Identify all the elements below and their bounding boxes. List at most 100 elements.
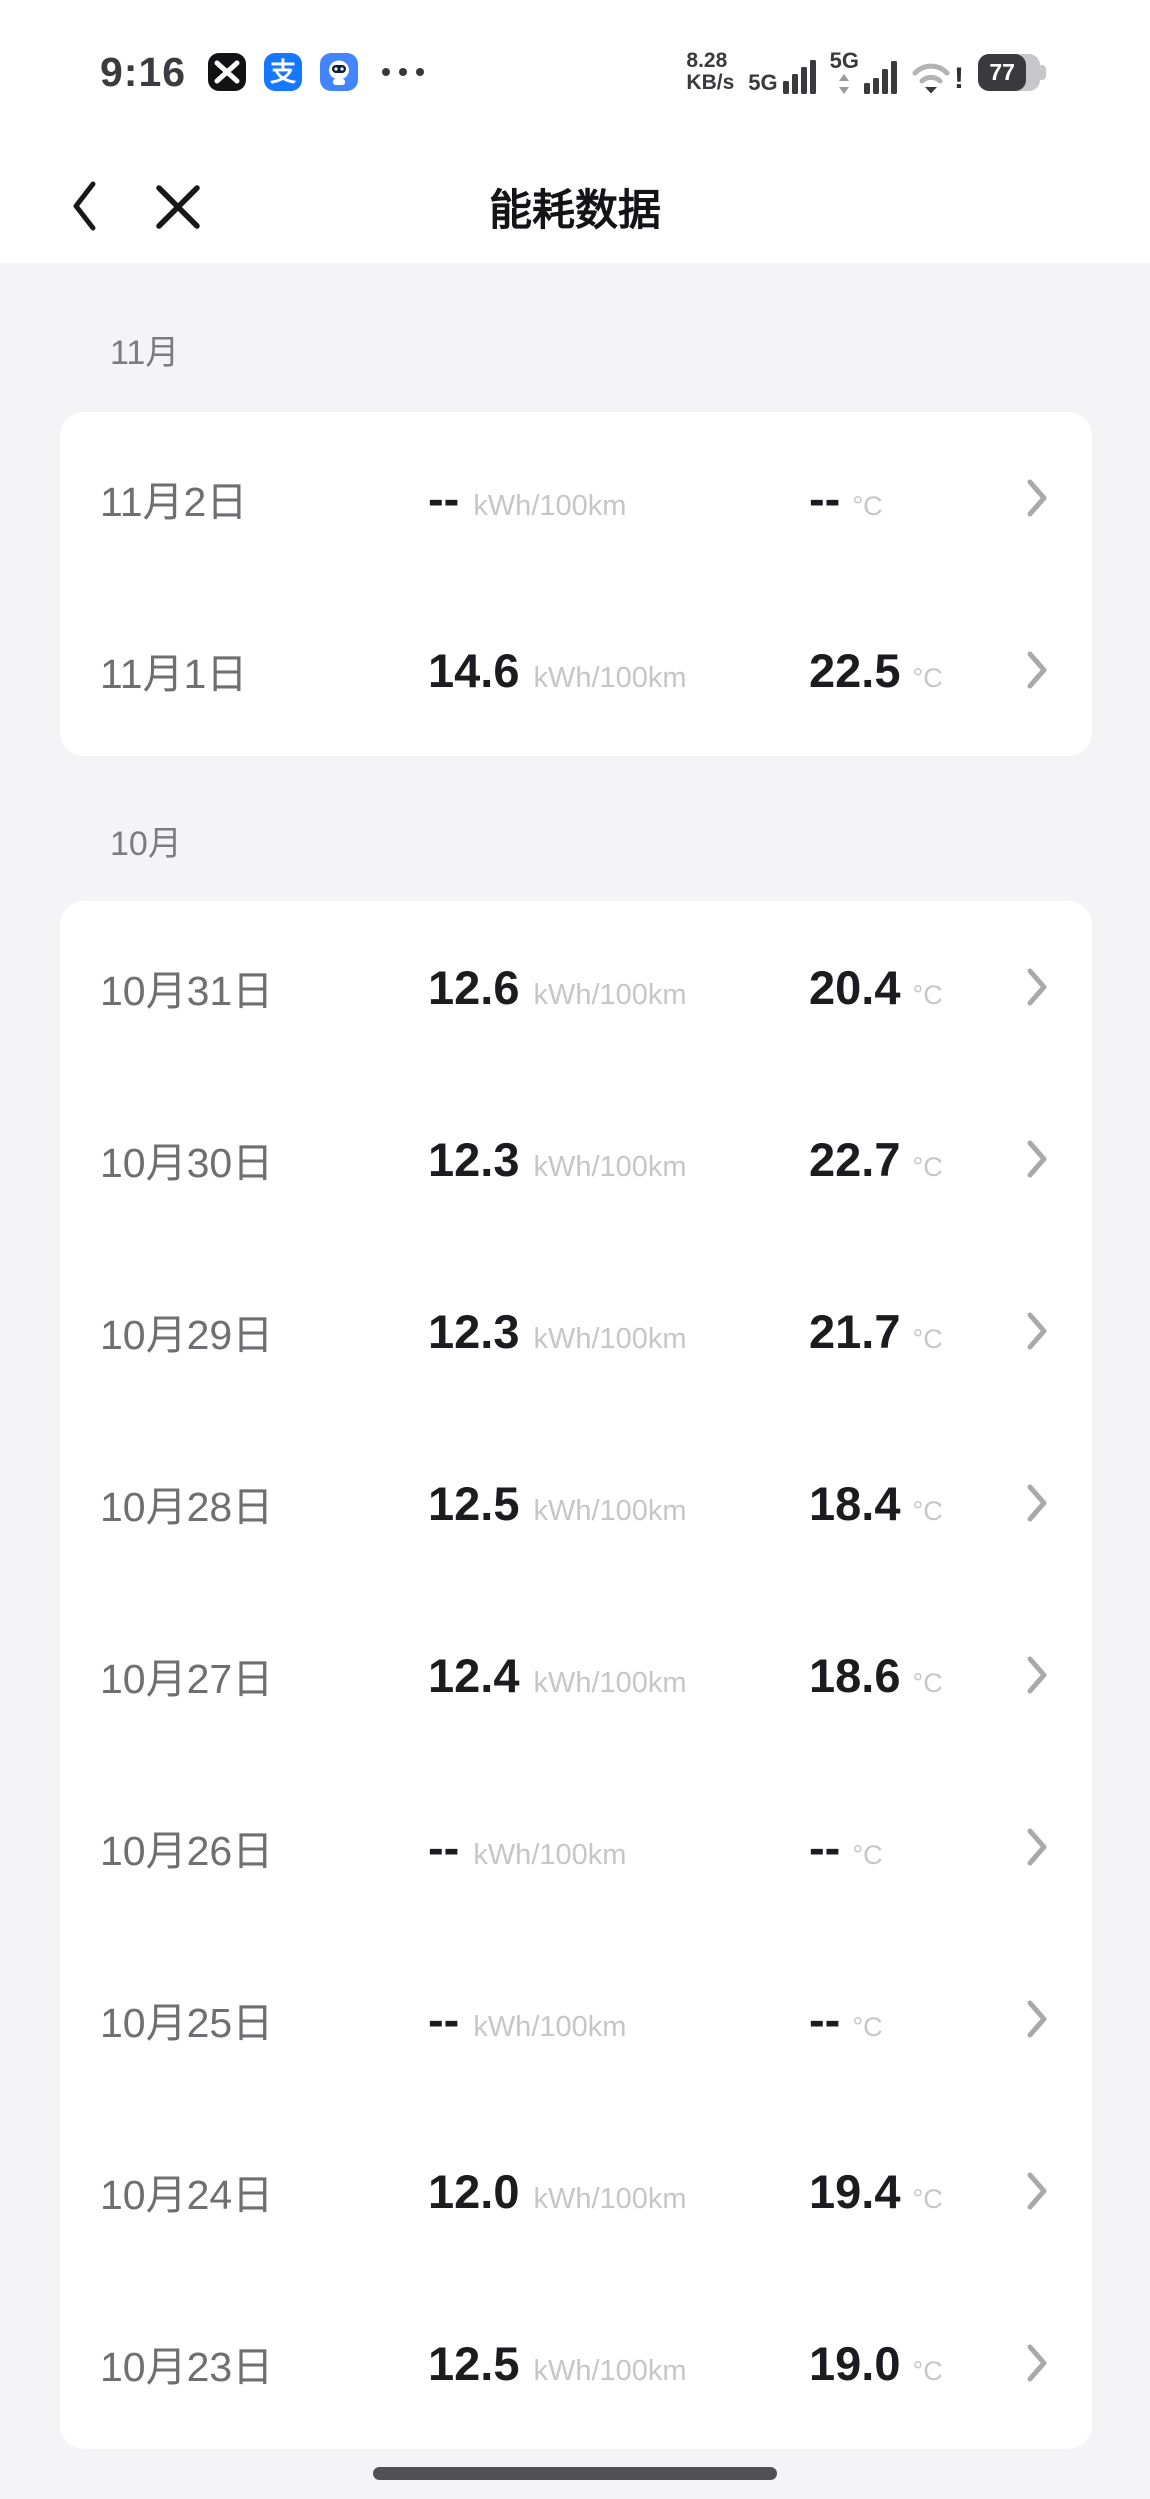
energy-value: --	[428, 471, 460, 525]
network-speed-unit: KB/s	[686, 71, 735, 94]
month-label-october: 10月	[110, 825, 182, 863]
chevron-right-icon	[1008, 2343, 1048, 2383]
temperature-value: 22.5	[809, 643, 901, 697]
october-card: 10月31日 12.6 kWh/100km 20.4 °C 10月30日 12.…	[60, 901, 1092, 2449]
close-icon	[156, 185, 200, 229]
row-date: 10月25日	[100, 2000, 274, 2046]
energy-unit: kWh/100km	[473, 489, 627, 522]
consumption-row[interactable]: 11月1日 14.6 kWh/100km 22.5 °C	[60, 584, 1092, 756]
consumption-row[interactable]: 10月23日 12.5 kWh/100km 19.0 °C	[60, 2277, 1092, 2449]
energy-value: 12.5	[428, 2336, 520, 2390]
clock-text: 9:16	[100, 48, 187, 95]
chevron-right-icon	[1008, 1827, 1048, 1867]
battery-percent: 77	[989, 58, 1015, 85]
energy-unit: kWh/100km	[473, 1838, 627, 1871]
energy-unit: kWh/100km	[533, 661, 687, 694]
energy-unit: kWh/100km	[533, 2182, 687, 2215]
energy-unit: kWh/100km	[533, 1150, 687, 1183]
assistant-notification-icon	[320, 53, 359, 91]
network-speed: 8.28 KB/s	[686, 48, 735, 94]
row-date: 10月23日	[100, 2344, 274, 2390]
temperature-value: 19.4	[809, 2164, 901, 2218]
energy-value: 14.6	[428, 643, 520, 697]
consumption-row[interactable]: 10月24日 12.0 kWh/100km 19.4 °C	[60, 2105, 1092, 2277]
energy-value: 12.4	[428, 1648, 520, 1702]
chevron-right-icon	[1008, 1311, 1048, 1351]
x-app-notification-icon	[208, 53, 247, 91]
page-title: 能耗数据	[489, 186, 661, 235]
chevron-right-icon	[1008, 2171, 1048, 2211]
consumption-row[interactable]: 10月25日 -- kWh/100km -- °C	[60, 1933, 1092, 2105]
chevron-right-icon	[1008, 478, 1048, 518]
temperature-value: 18.6	[809, 1648, 901, 1702]
close-button[interactable]	[152, 182, 204, 232]
temperature-value: --	[809, 471, 841, 525]
temperature-unit: °C	[912, 1151, 943, 1182]
more-notifications-icon	[382, 68, 425, 76]
temperature-value: --	[809, 1820, 841, 1874]
energy-value: 12.0	[428, 2164, 520, 2218]
energy-unit: kWh/100km	[533, 2354, 687, 2387]
chevron-right-icon	[1008, 1655, 1048, 1695]
temperature-value: 21.7	[809, 1304, 901, 1358]
temperature-unit: °C	[852, 2011, 883, 2042]
temperature-unit: °C	[912, 2355, 943, 2386]
status-bar: 9:16 支 8.28	[0, 0, 1150, 150]
energy-value: 12.3	[428, 1304, 520, 1358]
energy-value: 12.6	[428, 960, 520, 1014]
row-date: 10月29日	[100, 1312, 274, 1358]
consumption-row[interactable]: 10月30日 12.3 kWh/100km 22.7 °C	[60, 1073, 1092, 1245]
network-speed-value: 8.28	[686, 48, 728, 72]
chevron-right-icon	[1008, 1999, 1048, 2039]
consumption-row[interactable]: 10月28日 12.5 kWh/100km 18.4 °C	[60, 1417, 1092, 1589]
chevron-right-icon	[1008, 1139, 1048, 1179]
battery-indicator: 77	[978, 53, 1046, 91]
chevron-right-icon	[1008, 1483, 1048, 1523]
temperature-unit: °C	[912, 2183, 943, 2214]
status-bar-right: 8.28 KB/s 5G 5G	[686, 44, 1046, 100]
chevron-left-icon	[73, 181, 96, 231]
chevron-right-icon	[1008, 650, 1048, 690]
alipay-notification-icon: 支	[264, 53, 303, 91]
temperature-unit: °C	[912, 1495, 943, 1526]
sim2-network-type: 5G	[829, 48, 859, 73]
temperature-unit: °C	[852, 490, 883, 521]
month-label-november: 11月	[110, 334, 180, 372]
row-date: 10月27日	[100, 1656, 274, 1702]
back-button[interactable]	[64, 176, 104, 236]
wifi-alert-text: !	[954, 62, 964, 95]
energy-unit: kWh/100km	[533, 1666, 687, 1699]
chevron-right-icon	[1008, 967, 1048, 1007]
consumption-row[interactable]: 10月29日 12.3 kWh/100km 21.7 °C	[60, 1245, 1092, 1417]
energy-value: 12.3	[428, 1132, 520, 1186]
temperature-value: 19.0	[809, 2336, 901, 2390]
energy-unit: kWh/100km	[473, 2010, 627, 2043]
consumption-row[interactable]: 11月2日 -- kWh/100km -- °C	[60, 412, 1092, 584]
energy-unit: kWh/100km	[533, 1322, 687, 1355]
energy-unit: kWh/100km	[533, 1494, 687, 1527]
sim1-network-type: 5G	[748, 70, 778, 95]
home-indicator[interactable]	[373, 2467, 777, 2480]
wifi-alert-icon: !	[911, 50, 964, 94]
temperature-value: 20.4	[809, 960, 901, 1014]
consumption-row[interactable]: 10月27日 12.4 kWh/100km 18.6 °C	[60, 1589, 1092, 1761]
temperature-unit: °C	[852, 1839, 883, 1870]
row-date: 11月1日	[100, 651, 248, 697]
row-date: 10月28日	[100, 1484, 274, 1530]
temperature-value: --	[809, 1992, 841, 2046]
consumption-row[interactable]: 10月31日 12.6 kWh/100km 20.4 °C	[60, 901, 1092, 1073]
row-date: 10月26日	[100, 1828, 274, 1874]
energy-unit: kWh/100km	[533, 978, 687, 1011]
row-date: 10月24日	[100, 2172, 274, 2218]
row-date: 10月31日	[100, 968, 274, 1014]
temperature-value: 22.7	[809, 1132, 901, 1186]
data-transfer-arrows-icon	[838, 74, 850, 94]
row-date: 10月30日	[100, 1140, 274, 1186]
november-card: 11月2日 -- kWh/100km -- °C 11月1日 14.6 kWh/…	[60, 412, 1092, 756]
consumption-row[interactable]: 10月26日 -- kWh/100km -- °C	[60, 1761, 1092, 1933]
temperature-unit: °C	[912, 1667, 943, 1698]
energy-value: --	[428, 1992, 460, 2046]
temperature-unit: °C	[912, 662, 943, 693]
temperature-unit: °C	[912, 979, 943, 1010]
